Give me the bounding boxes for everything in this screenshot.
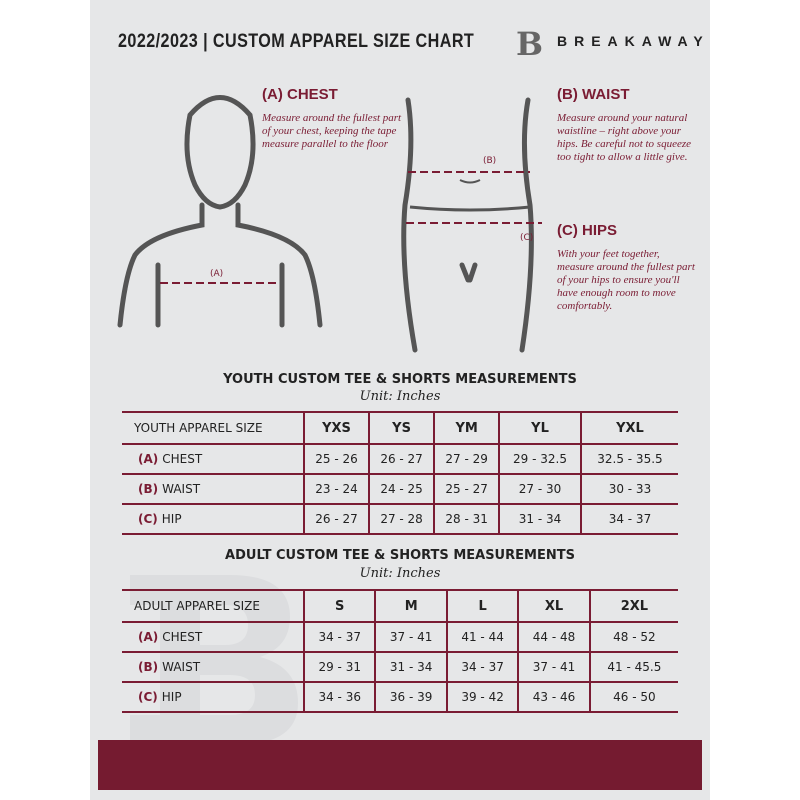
table-cell: 43 - 46: [518, 682, 591, 713]
row-code: (A): [138, 630, 159, 644]
table-cell: 37 - 41: [518, 652, 591, 683]
chest-description: Measure around the fullest part of your …: [262, 112, 402, 150]
table-row: (C) HIP 34 - 36 36 - 39 39 - 42 43 - 46 46 - 5…: [122, 682, 678, 713]
header-cell: S: [304, 589, 377, 623]
row-label: (B) WAIST: [122, 474, 305, 505]
adult-table-title: ADULT CUSTOM TEE & SHORTS MEASUREMENTS: [225, 548, 575, 563]
table-cell: 27 - 30: [499, 474, 582, 505]
table-cell: 39 - 42: [446, 682, 520, 713]
youth-unit: Unit: Inches: [359, 389, 441, 404]
table-row: (C) HIP 26 - 27 27 - 28 28 - 31 31 - 34 34 - 3…: [122, 504, 678, 535]
header-cell: YXS: [304, 411, 371, 445]
row-code: (B): [138, 482, 159, 496]
row-label: (A) CHEST: [122, 444, 305, 475]
hips-heading: (C) HIPS: [557, 222, 617, 239]
table-cell: 48 - 52: [589, 622, 678, 653]
table-cell: 34 - 37: [304, 622, 377, 653]
brand-logo: B: [516, 25, 544, 63]
table-row: (A) CHEST 25 - 26 26 - 27 27 - 29 29 - 32.5 32…: [122, 444, 678, 475]
youth-table-title: YOUTH CUSTOM TEE & SHORTS MEASUREMENTS: [223, 372, 577, 387]
header-cell: XL: [518, 589, 591, 623]
header-cell: ADULT APPAREL SIZE: [122, 589, 305, 623]
waist-description: Measure around your natural waistline – …: [557, 112, 692, 163]
table-cell: 37 - 41: [375, 622, 448, 653]
table-cell: 24 - 25: [369, 474, 436, 505]
table-row: (B) WAIST 23 - 24 24 - 25 25 - 27 27 - 30 30 -…: [122, 474, 678, 505]
row-code: (C): [138, 512, 158, 526]
table-cell: 34 - 36: [304, 682, 377, 713]
brand-name: BREAKAWAY: [557, 33, 710, 49]
hips-marker: (C): [520, 233, 533, 243]
row-name: HIP: [161, 690, 182, 704]
table-cell: 41 - 45.5: [589, 652, 678, 683]
page-title: 2022/2023 | CUSTOM APPAREL SIZE CHART: [118, 31, 475, 52]
adult-unit: Unit: Inches: [359, 566, 441, 581]
table-cell: 31 - 34: [499, 504, 582, 535]
table-cell: 29 - 32.5: [499, 444, 582, 475]
body-illustration: (A) (B) (C): [117, 95, 542, 353]
header-cell: YOUTH APPAREL SIZE: [122, 411, 305, 445]
table-cell: 28 - 31: [434, 504, 501, 535]
row-label: (B) WAIST: [122, 652, 305, 683]
table-cell: 34 - 37: [580, 504, 678, 535]
table-cell: 25 - 27: [434, 474, 501, 505]
row-code: (B): [138, 660, 159, 674]
table-cell: 29 - 31: [304, 652, 377, 683]
chest-heading: (A) CHEST: [262, 86, 338, 103]
youth-size-table: YOUTH APPAREL SIZE YXS YS YM YL YXL (A) CHEST 25…: [122, 411, 678, 535]
row-name: WAIST: [162, 660, 201, 674]
row-name: WAIST: [162, 482, 201, 496]
footer-band: [98, 740, 702, 790]
waist-marker: (B): [483, 156, 496, 166]
table-cell: 31 - 34: [375, 652, 448, 683]
table-cell: 32.5 - 35.5: [580, 444, 678, 475]
table-cell: 23 - 24: [304, 474, 371, 505]
row-label: (C) HIP: [122, 682, 305, 713]
table-cell: 41 - 44: [446, 622, 520, 653]
row-label: (A) CHEST: [122, 622, 305, 653]
header-cell: YS: [369, 411, 436, 445]
table-cell: 27 - 29: [434, 444, 501, 475]
header-cell: YXL: [580, 411, 678, 445]
chest-marker: (A): [210, 269, 223, 279]
header-cell: L: [446, 589, 520, 623]
waist-heading: (B) WAIST: [557, 86, 630, 103]
row-code: (A): [138, 452, 159, 466]
table-cell: 26 - 27: [304, 504, 371, 535]
adult-size-table: ADULT APPAREL SIZE S M L XL 2XL (A) CHEST 34 - 3…: [122, 589, 678, 713]
table-header-row: YOUTH APPAREL SIZE YXS YS YM YL YXL: [122, 411, 678, 445]
header-cell: 2XL: [589, 589, 678, 623]
table-row: (B) WAIST 29 - 31 31 - 34 34 - 37 37 - 41 41 -…: [122, 652, 678, 683]
hips-description: With your feet together, measure around …: [557, 248, 695, 312]
table-cell: 34 - 37: [446, 652, 520, 683]
table-cell: 36 - 39: [375, 682, 448, 713]
table-cell: 46 - 50: [589, 682, 678, 713]
table-cell: 44 - 48: [518, 622, 591, 653]
header-cell: YM: [434, 411, 501, 445]
row-name: CHEST: [162, 452, 203, 466]
row-name: HIP: [161, 512, 182, 526]
row-code: (C): [138, 690, 158, 704]
table-cell: 25 - 26: [304, 444, 371, 475]
table-header-row: ADULT APPAREL SIZE S M L XL 2XL: [122, 589, 678, 623]
header-cell: M: [375, 589, 448, 623]
table-cell: 30 - 33: [580, 474, 678, 505]
row-label: (C) HIP: [122, 504, 305, 535]
table-cell: 27 - 28: [369, 504, 436, 535]
table-cell: 26 - 27: [369, 444, 436, 475]
table-row: (A) CHEST 34 - 37 37 - 41 41 - 44 44 - 48 48 -…: [122, 622, 678, 653]
header-cell: YL: [499, 411, 582, 445]
row-name: CHEST: [162, 630, 203, 644]
